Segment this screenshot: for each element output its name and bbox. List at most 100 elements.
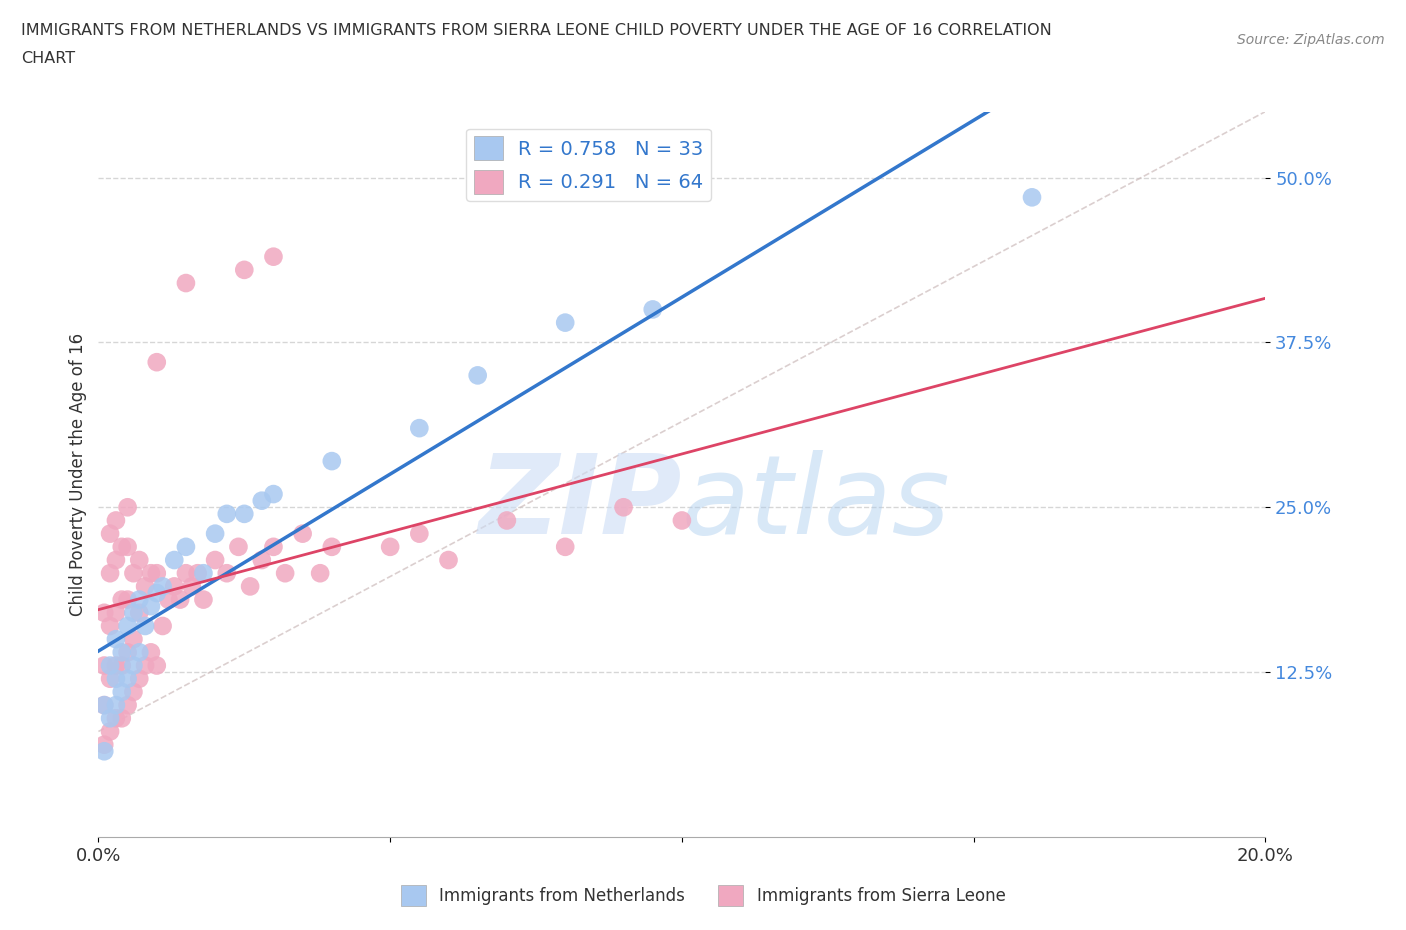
Point: [134, 658, 156, 673]
Point: [98, 565, 121, 580]
Point: [380, 539, 402, 554]
Point: [117, 499, 139, 514]
Point: [139, 644, 162, 659]
Point: [408, 526, 430, 541]
Point: [437, 552, 460, 567]
Point: [215, 507, 238, 522]
Point: [174, 565, 197, 580]
Text: Source: ZipAtlas.com: Source: ZipAtlas.com: [1237, 33, 1385, 46]
Point: [187, 565, 209, 580]
Point: [1021, 190, 1043, 205]
Point: [93, 744, 115, 759]
Point: [671, 513, 693, 528]
Point: [169, 592, 191, 607]
Point: [98, 724, 121, 739]
Point: [111, 539, 134, 554]
Point: [104, 631, 127, 646]
Point: [239, 579, 262, 594]
Point: [146, 586, 169, 601]
Point: [98, 658, 121, 673]
Point: [215, 565, 238, 580]
Point: [554, 539, 576, 554]
Point: [111, 684, 134, 699]
Point: [128, 671, 150, 686]
Point: [152, 579, 174, 594]
Point: [104, 552, 127, 567]
Point: [146, 565, 169, 580]
Point: [204, 552, 226, 567]
Point: [146, 658, 169, 673]
Point: [262, 486, 284, 501]
Point: [233, 507, 256, 522]
Point: [98, 526, 121, 541]
Point: [157, 592, 180, 607]
Point: [104, 698, 127, 712]
Point: [117, 644, 139, 659]
Legend: Immigrants from Netherlands, Immigrants from Sierra Leone: Immigrants from Netherlands, Immigrants …: [394, 879, 1012, 912]
Point: [134, 618, 156, 633]
Point: [250, 493, 273, 508]
Point: [193, 592, 215, 607]
Point: [128, 644, 150, 659]
Point: [122, 658, 145, 673]
Point: [104, 658, 127, 673]
Point: [122, 631, 145, 646]
Point: [128, 592, 150, 607]
Point: [98, 671, 121, 686]
Point: [122, 565, 145, 580]
Point: [496, 513, 519, 528]
Point: [228, 539, 250, 554]
Text: ZIP: ZIP: [478, 450, 682, 557]
Point: [117, 539, 139, 554]
Point: [274, 565, 297, 580]
Text: CHART: CHART: [21, 51, 75, 66]
Legend: R = 0.758   N = 33, R = 0.291   N = 64: R = 0.758 N = 33, R = 0.291 N = 64: [465, 128, 711, 201]
Point: [262, 539, 284, 554]
Point: [117, 618, 139, 633]
Point: [117, 671, 139, 686]
Point: [139, 565, 162, 580]
Point: [152, 618, 174, 633]
Point: [128, 552, 150, 567]
Point: [128, 605, 150, 620]
Point: [93, 698, 115, 712]
Point: [93, 737, 115, 752]
Point: [321, 454, 343, 469]
Point: [554, 315, 576, 330]
Point: [146, 354, 169, 369]
Point: [174, 539, 197, 554]
Y-axis label: Child Poverty Under the Age of 16: Child Poverty Under the Age of 16: [69, 333, 87, 616]
Point: [111, 711, 134, 725]
Point: [98, 711, 121, 725]
Point: [321, 539, 343, 554]
Point: [180, 579, 202, 594]
Point: [117, 592, 139, 607]
Point: [111, 644, 134, 659]
Point: [122, 684, 145, 699]
Point: [111, 658, 134, 673]
Point: [641, 302, 664, 317]
Point: [134, 579, 156, 594]
Point: [117, 698, 139, 712]
Point: [163, 579, 186, 594]
Point: [163, 552, 186, 567]
Text: IMMIGRANTS FROM NETHERLANDS VS IMMIGRANTS FROM SIERRA LEONE CHILD POVERTY UNDER : IMMIGRANTS FROM NETHERLANDS VS IMMIGRANT…: [21, 23, 1052, 38]
Point: [204, 526, 226, 541]
Point: [309, 565, 332, 580]
Point: [104, 671, 127, 686]
Text: atlas: atlas: [682, 450, 950, 557]
Point: [139, 599, 162, 614]
Point: [93, 658, 115, 673]
Point: [122, 605, 145, 620]
Point: [93, 605, 115, 620]
Point: [233, 262, 256, 277]
Point: [250, 552, 273, 567]
Point: [467, 368, 489, 383]
Point: [111, 592, 134, 607]
Point: [104, 711, 127, 725]
Point: [98, 618, 121, 633]
Point: [93, 698, 115, 712]
Point: [104, 513, 127, 528]
Point: [291, 526, 314, 541]
Point: [408, 420, 430, 435]
